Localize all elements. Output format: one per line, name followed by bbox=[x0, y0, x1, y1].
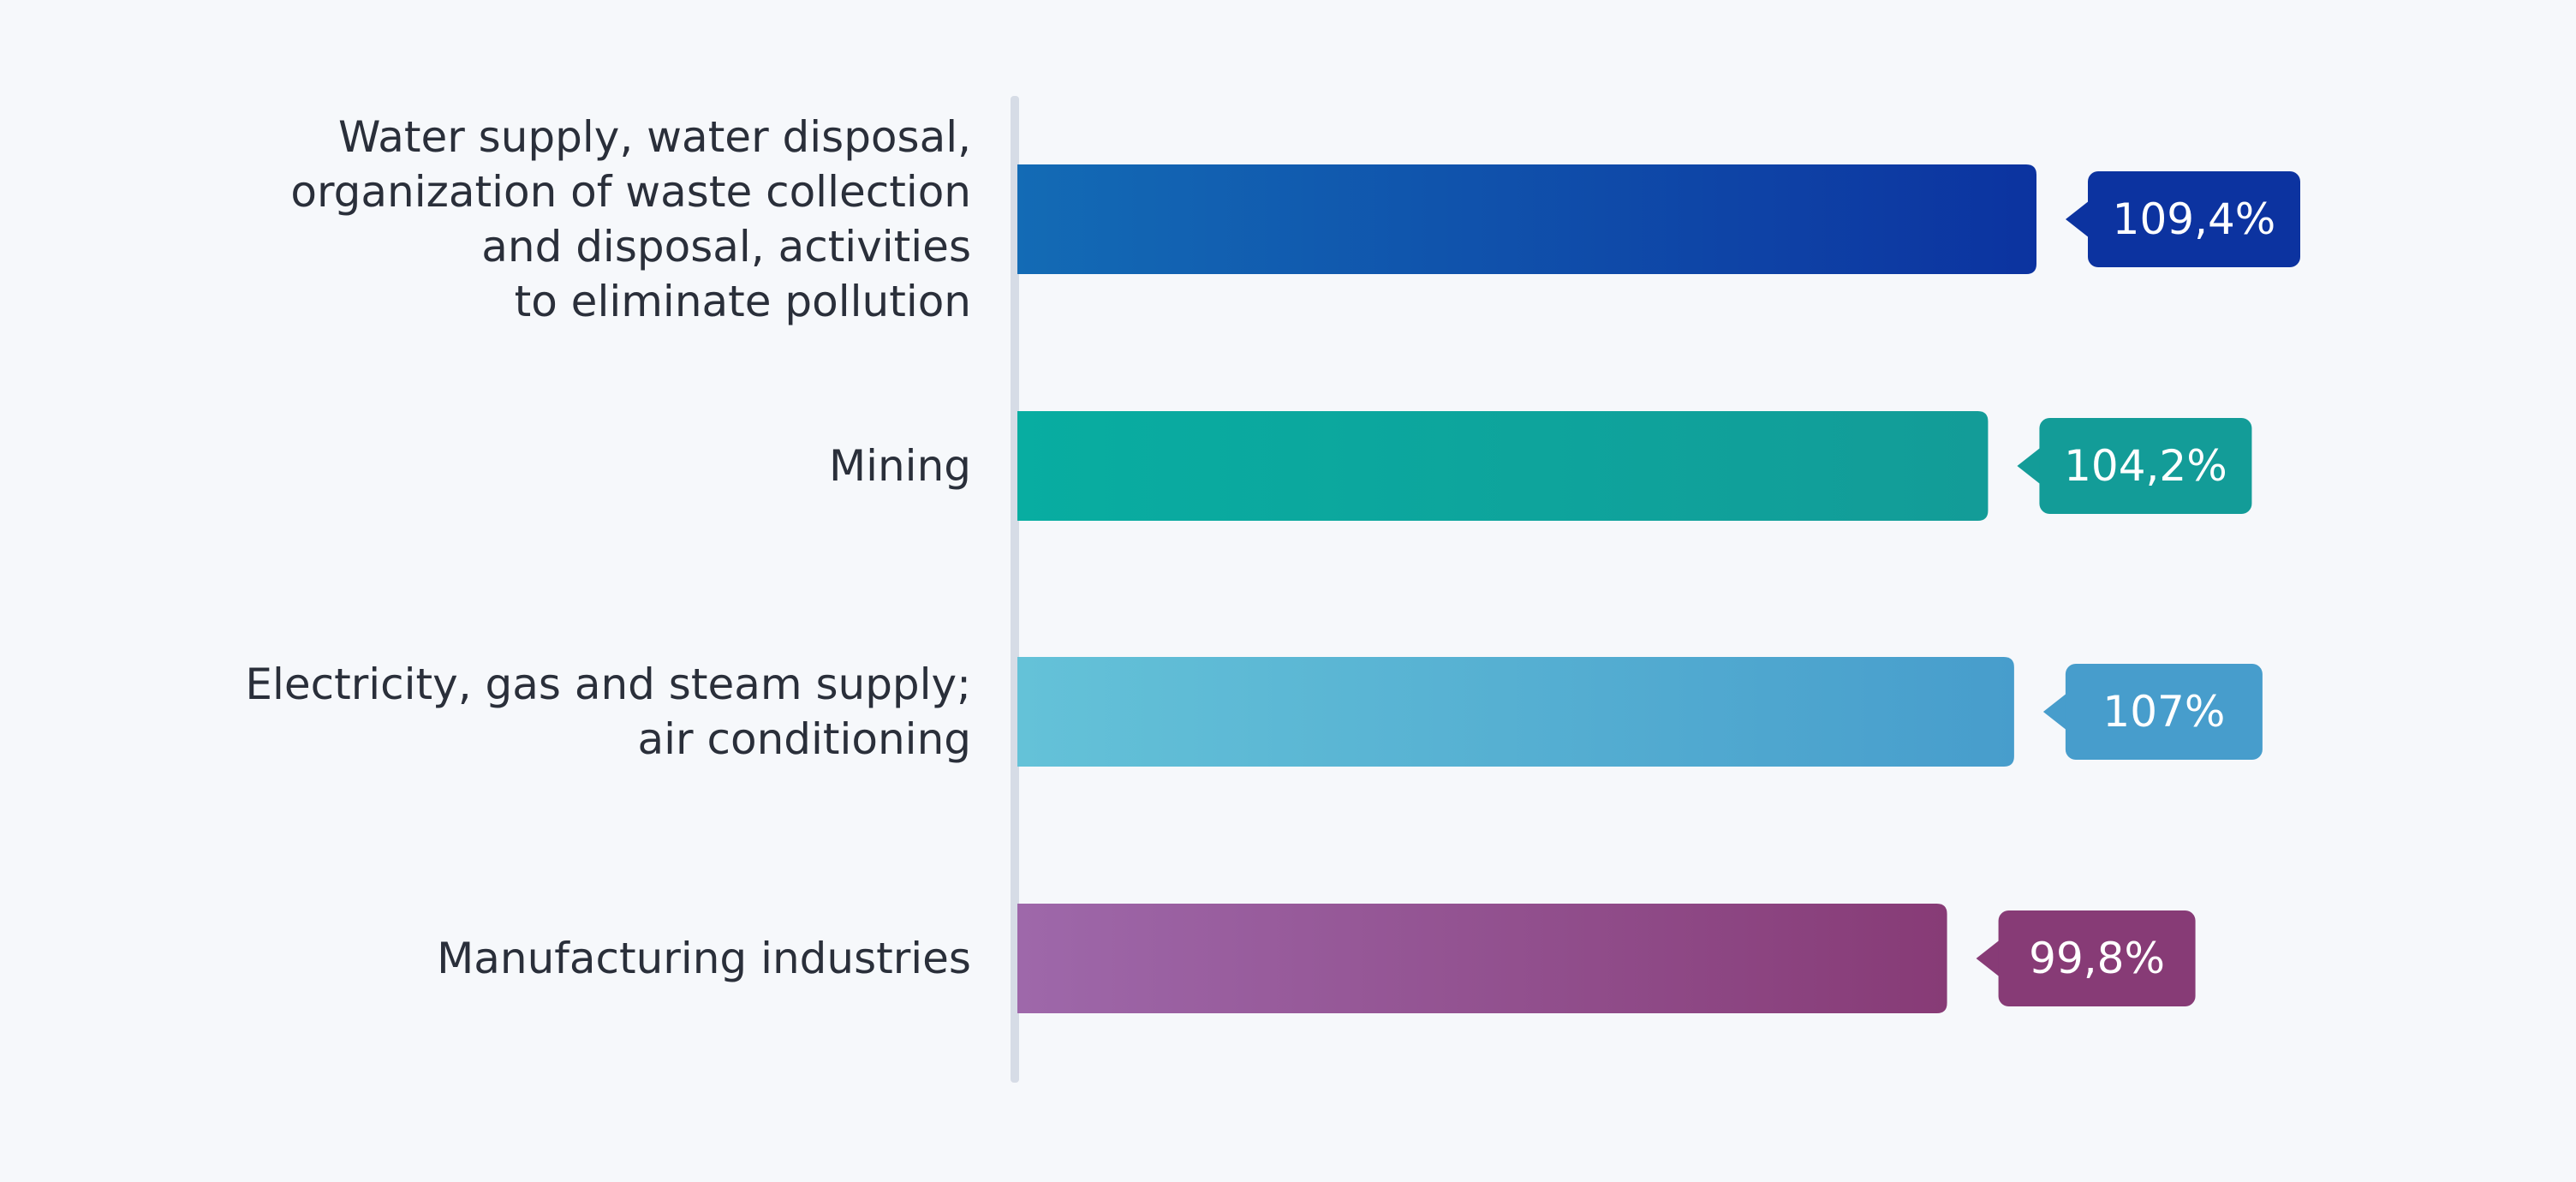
category-label-line: to eliminate pollution bbox=[515, 277, 971, 326]
value-callout-pointer bbox=[2066, 200, 2090, 238]
value-label: 109,4% bbox=[2113, 194, 2276, 244]
category-label-line: Mining bbox=[829, 441, 971, 491]
bar bbox=[1017, 904, 1947, 1013]
category-label-line: Electricity, gas and steam supply; bbox=[245, 660, 971, 709]
bar bbox=[1017, 657, 2014, 767]
y-axis-line bbox=[1011, 96, 1019, 1083]
value-label: 104,2% bbox=[2064, 441, 2227, 491]
value-callout bbox=[2088, 171, 2300, 267]
bar bbox=[1017, 164, 2036, 274]
category-label: Electricity, gas and steam supply; air co… bbox=[245, 660, 971, 764]
category-label-line: Water supply, water disposal, bbox=[338, 112, 971, 162]
bar bbox=[1017, 411, 1989, 521]
value-callout bbox=[1998, 910, 2196, 1006]
category-label-line: organization of waste collection bbox=[290, 167, 971, 217]
category-label: Mining bbox=[829, 441, 971, 491]
value-label: 107% bbox=[2102, 687, 2225, 737]
category-label: Water supply, water disposal, organizatio… bbox=[290, 112, 971, 326]
value-label: 99,8% bbox=[2029, 934, 2165, 983]
value-callout-pointer bbox=[2017, 447, 2042, 485]
category-label-line: Manufacturing industries bbox=[437, 934, 971, 983]
value-callout-pointer bbox=[2042, 693, 2067, 731]
category-label: Manufacturing industries bbox=[437, 934, 971, 983]
category-label-line: air conditioning bbox=[638, 714, 971, 764]
value-callout bbox=[2039, 418, 2252, 514]
value-callout bbox=[2065, 664, 2263, 760]
category-label-line: and disposal, activities bbox=[481, 222, 971, 272]
value-callout-pointer bbox=[1976, 940, 2001, 977]
